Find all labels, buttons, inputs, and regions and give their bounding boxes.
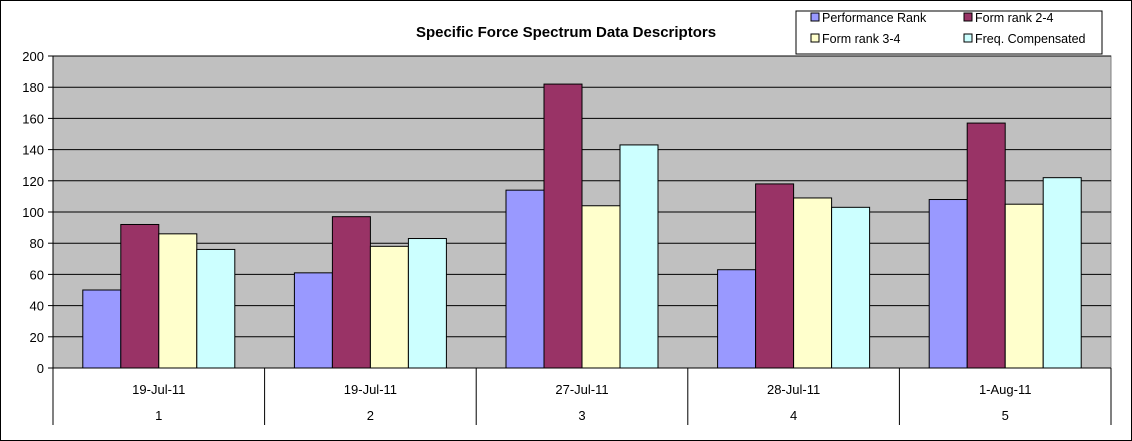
legend[interactable]: Performance Rank Form rank 2-4 Form rank 3… <box>795 10 1103 55</box>
y-tick-label: 0 <box>37 361 44 376</box>
legend-label-form-rank-3-4: Form rank 3-4 <box>822 32 901 46</box>
bar-form-rank-2-4-cat-4 <box>755 183 795 369</box>
x-date-label: 27-Jul-11 <box>555 382 608 397</box>
bar-freq-compensated-cat-1 <box>196 248 236 369</box>
bar-performance-rank-cat-2 <box>293 272 333 369</box>
legend-label-freq-compensated: Freq. Compensated <box>975 32 1086 46</box>
y-axis: 0 20 40 60 80 100 120 140 160 180 200 <box>22 49 54 376</box>
bar-freq-compensated-cat-2 <box>407 238 447 369</box>
x-index-label: 1 <box>155 408 162 423</box>
bar-performance-rank-cat-3 <box>505 189 545 369</box>
y-tick-label: 40 <box>30 299 44 314</box>
bar-form-rank-3-4-cat-3 <box>581 205 621 369</box>
x-date-label: 19-Jul-11 <box>132 382 185 397</box>
y-tick-label: 60 <box>30 267 44 282</box>
legend-label-form-rank-2-4: Form rank 2-4 <box>975 11 1054 25</box>
legend-label-performance-rank: Performance Rank <box>822 11 927 25</box>
bar-performance-rank-cat-5 <box>928 199 968 369</box>
bar-freq-compensated-cat-4 <box>831 206 871 369</box>
bar-form-rank-2-4-cat-1 <box>120 223 160 369</box>
y-tick-label: 100 <box>22 205 44 220</box>
legend-swatch-freq-compensated <box>963 33 973 43</box>
bar-form-rank-3-4-cat-5 <box>1004 203 1044 369</box>
bar-form-rank-3-4-cat-2 <box>369 245 409 369</box>
legend-box <box>795 10 1103 55</box>
bars <box>82 83 1082 369</box>
x-index-label: 4 <box>790 408 797 423</box>
legend-swatch-form-rank-3-4 <box>810 33 820 43</box>
chart-title: Specific Force Spectrum Data Descriptors <box>416 24 716 41</box>
x-axis: 19-Jul-11 1 19-Jul-11 2 27-Jul-11 3 28-Jul-11 4… <box>52 367 1112 425</box>
y-tick-label: 180 <box>22 80 44 95</box>
legend-swatch-form-rank-2-4 <box>963 12 973 22</box>
y-tick-label: 120 <box>22 174 44 189</box>
x-date-label: 28-Jul-11 <box>767 382 820 397</box>
bar-form-rank-3-4-cat-1 <box>158 233 198 369</box>
y-tick-label: 160 <box>22 111 44 126</box>
bar-form-rank-2-4-cat-2 <box>331 216 371 369</box>
bar-performance-rank-cat-1 <box>82 289 122 369</box>
y-tick-label: 140 <box>22 143 44 158</box>
x-index-label: 3 <box>578 408 585 423</box>
x-index-label: 5 <box>1002 408 1009 423</box>
bar-form-rank-2-4-cat-5 <box>966 122 1006 369</box>
x-date-label: 1-Aug-11 <box>979 382 1032 397</box>
y-tick-label: 20 <box>30 330 44 345</box>
x-index-label: 2 <box>367 408 374 423</box>
y-tick-label: 200 <box>22 49 44 64</box>
bar-freq-compensated-cat-5 <box>1042 177 1082 369</box>
bar-form-rank-3-4-cat-4 <box>793 197 833 369</box>
bar-form-rank-2-4-cat-3 <box>543 83 583 369</box>
y-tick-label: 80 <box>30 236 44 251</box>
bar-performance-rank-cat-4 <box>717 269 757 369</box>
bar-freq-compensated-cat-3 <box>619 144 659 369</box>
x-date-label: 19-Jul-11 <box>344 382 397 397</box>
legend-swatch-performance-rank <box>810 12 820 22</box>
